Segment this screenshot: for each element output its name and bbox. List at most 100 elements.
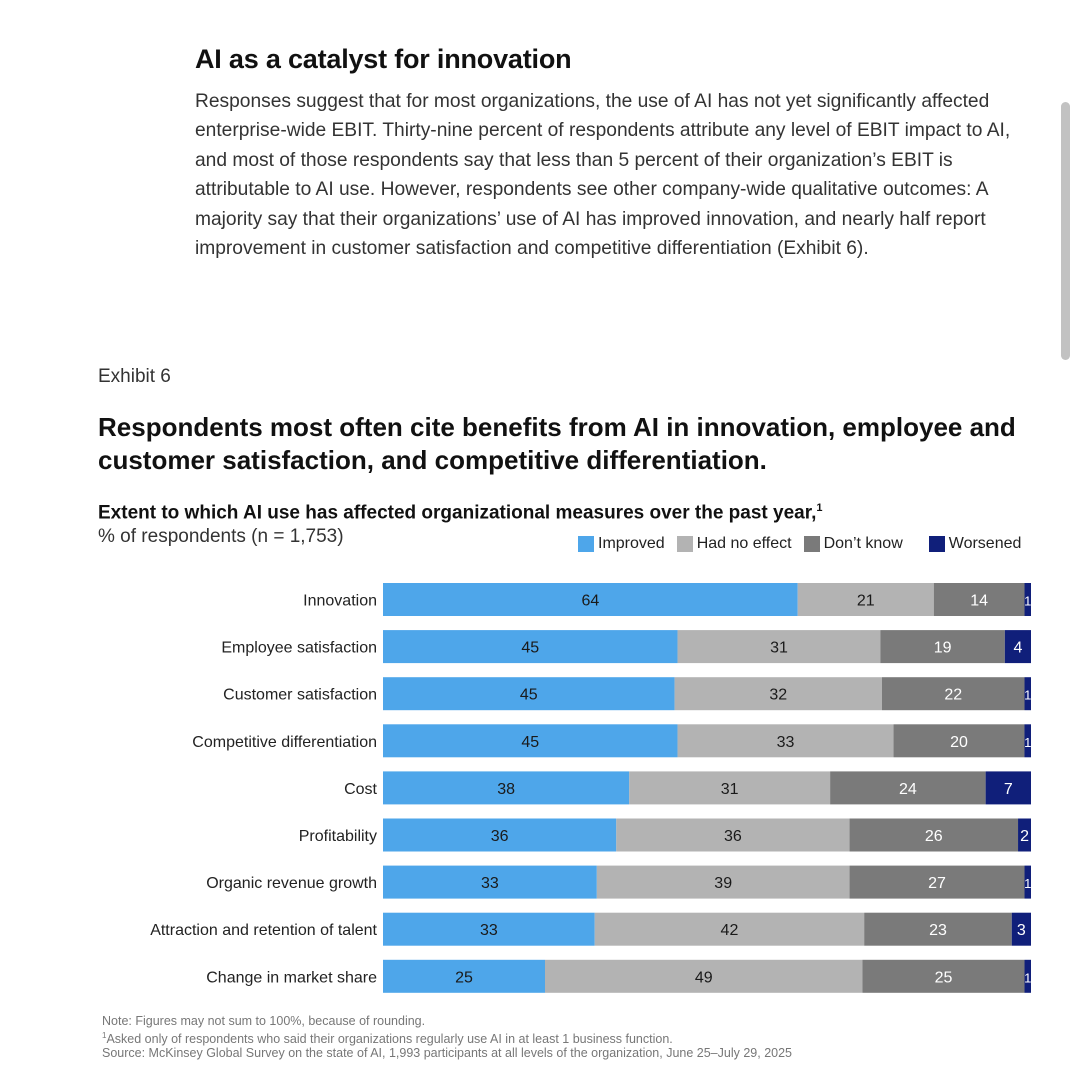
legend-label-had-no-effect: Had no effect <box>696 535 792 552</box>
article-body: Responses suggest that for most organiza… <box>195 91 1011 260</box>
chart-unit: % of respondents (n = 1,753) <box>98 526 344 547</box>
legend-label-improved: Improved <box>598 535 665 552</box>
note-text: Note: Figures may not sum to 100%, becau… <box>102 1014 426 1028</box>
bar-worsened-profitability <box>1018 818 1031 852</box>
bar-had-no-effect-competitive-differentiation <box>677 724 894 758</box>
exhibit-title: Respondents most often cite benefits fro… <box>98 412 1016 475</box>
category-label-customer-satisfaction: Customer satisfaction <box>223 687 377 704</box>
legend-item-dont-know: Don’t know <box>803 535 903 553</box>
data-label-had-no-effect-profitability: 36 <box>724 828 742 845</box>
legend-item-improved: Improved <box>578 535 665 553</box>
data-label-had-no-effect-attraction-and-retention-of-talent: 42 <box>721 922 739 939</box>
data-label-improved-employee-satisfaction: 45 <box>521 640 539 657</box>
data-label-improved-innovation: 64 <box>581 593 599 610</box>
data-label-don-t-know-organic-revenue-growth: 27 <box>928 875 946 892</box>
bar-had-no-effect-organic-revenue-growth <box>596 865 850 899</box>
bar-don-t-know-profitability <box>849 818 1019 852</box>
bar-improved-attraction-and-retention-of-talent <box>383 912 595 946</box>
legend-swatch-had-no-effect <box>676 536 693 552</box>
bar-improved-profitability <box>383 818 617 852</box>
bar-had-no-effect-employee-satisfaction <box>677 630 881 664</box>
chart-legend: Improved Had no effect Don’t know Worsen… <box>578 534 1021 554</box>
data-label-had-no-effect-cost: 31 <box>721 781 739 798</box>
chart-subtitle-text: Extent to which AI use has affected orga… <box>98 502 817 524</box>
data-label-worsened-organic-revenue-growth: 1 <box>1024 876 1031 891</box>
bar-don-t-know-attraction-and-retention-of-talent <box>864 912 1012 946</box>
bar-don-t-know-change-in-market-share <box>862 959 1025 993</box>
data-label-worsened-change-in-market-share: 1 <box>1024 970 1031 985</box>
bar-had-no-effect-attraction-and-retention-of-talent <box>594 912 865 946</box>
bar-worsened-competitive-differentiation <box>1024 724 1031 758</box>
bar-improved-organic-revenue-growth <box>383 865 597 899</box>
footnote-marker: 1 <box>102 1030 107 1040</box>
chart-subtitle: Extent to which AI use has affected orga… <box>98 502 822 524</box>
data-label-worsened-cost: 7 <box>1004 781 1013 798</box>
data-label-don-t-know-change-in-market-share: 25 <box>935 969 953 986</box>
data-label-improved-customer-satisfaction: 45 <box>520 687 538 704</box>
bar-had-no-effect-profitability <box>616 818 850 852</box>
data-label-improved-competitive-differentiation: 45 <box>521 734 539 751</box>
legend-item-worsened: Worsened <box>928 535 1021 553</box>
data-label-worsened-employee-satisfaction: 4 <box>1013 640 1022 657</box>
bar-worsened-employee-satisfaction <box>1004 630 1031 664</box>
data-label-had-no-effect-employee-satisfaction: 31 <box>770 640 788 657</box>
data-label-worsened-customer-satisfaction: 1 <box>1024 688 1031 703</box>
scrollbar-thumb[interactable] <box>1061 102 1070 360</box>
bar-don-t-know-innovation <box>933 583 1025 616</box>
bar-worsened-change-in-market-share <box>1024 959 1031 993</box>
bar-had-no-effect-change-in-market-share <box>545 959 863 993</box>
bar-improved-competitive-differentiation <box>383 724 678 758</box>
data-label-worsened-competitive-differentiation: 1 <box>1024 735 1031 750</box>
data-label-don-t-know-customer-satisfaction: 22 <box>944 687 962 704</box>
bar-don-t-know-competitive-differentiation <box>893 724 1025 758</box>
category-label-organic-revenue-growth: Organic revenue growth <box>206 875 377 892</box>
chart-notes: Note: Figures may not sum to 100%, becau… <box>102 1014 792 1061</box>
bar-had-no-effect-innovation <box>797 583 934 616</box>
bar-improved-innovation <box>383 583 798 616</box>
bar-don-t-know-cost <box>830 771 986 805</box>
data-label-don-t-know-employee-satisfaction: 19 <box>934 640 952 657</box>
data-label-improved-attraction-and-retention-of-talent: 33 <box>480 922 498 939</box>
article-section: AI as a catalyst for innovation Response… <box>195 44 1030 263</box>
data-label-don-t-know-innovation: 14 <box>970 593 988 610</box>
footnote-text: Asked only of respondents who said their… <box>106 1031 673 1046</box>
bar-worsened-cost <box>985 771 1031 805</box>
data-label-had-no-effect-customer-satisfaction: 32 <box>769 687 787 704</box>
data-label-worsened-innovation: 1 <box>1024 594 1031 609</box>
data-label-don-t-know-cost: 24 <box>899 781 917 798</box>
article-heading: AI as a catalyst for innovation <box>195 44 572 74</box>
category-label-attraction-and-retention-of-talent: Attraction and retention of talent <box>150 922 377 939</box>
data-label-don-t-know-profitability: 26 <box>925 828 943 845</box>
data-label-improved-organic-revenue-growth: 33 <box>481 875 499 892</box>
data-label-had-no-effect-innovation: 21 <box>857 593 875 610</box>
bar-improved-employee-satisfaction <box>383 630 678 664</box>
bar-improved-customer-satisfaction <box>383 677 675 711</box>
legend-label-dont-know: Don’t know <box>823 535 903 552</box>
category-label-competitive-differentiation: Competitive differentiation <box>192 734 377 751</box>
source-text: Source: McKinsey Global Survey on the st… <box>102 1046 792 1061</box>
data-label-had-no-effect-organic-revenue-growth: 39 <box>714 875 732 892</box>
chart-subtitle-footnote-marker: 1 <box>816 502 823 514</box>
bar-had-no-effect-cost <box>629 771 831 805</box>
bar-don-t-know-customer-satisfaction <box>881 677 1025 711</box>
category-label-employee-satisfaction: Employee satisfaction <box>221 640 377 657</box>
category-label-profitability: Profitability <box>299 828 377 845</box>
legend-item-had-no-effect: Had no effect <box>676 535 792 553</box>
data-label-don-t-know-competitive-differentiation: 20 <box>950 734 968 751</box>
bar-had-no-effect-customer-satisfaction <box>674 677 882 711</box>
bar-improved-change-in-market-share <box>383 959 545 993</box>
bar-don-t-know-employee-satisfaction <box>880 630 1005 664</box>
bar-worsened-organic-revenue-growth <box>1024 865 1031 899</box>
data-label-had-no-effect-competitive-differentiation: 33 <box>777 734 795 751</box>
bar-worsened-attraction-and-retention-of-talent <box>1011 912 1031 946</box>
data-label-worsened-profitability: 2 <box>1020 828 1029 845</box>
legend-swatch-dont-know <box>803 536 820 552</box>
data-label-improved-profitability: 36 <box>491 828 509 845</box>
bar-worsened-innovation <box>1024 583 1031 616</box>
category-label-innovation: Innovation <box>303 593 377 610</box>
data-label-don-t-know-attraction-and-retention-of-talent: 23 <box>929 922 947 939</box>
category-label-cost: Cost <box>344 781 377 798</box>
legend-swatch-improved <box>578 536 594 552</box>
data-label-improved-cost: 38 <box>497 781 515 798</box>
